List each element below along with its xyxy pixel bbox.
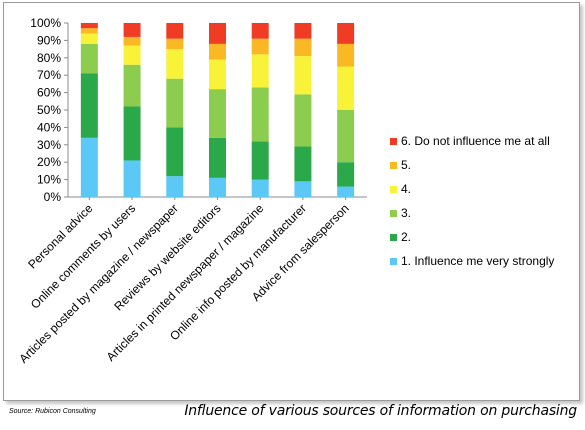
stacked-bar-chart: 0%10%20%30%40%50%60%70%80%90%100%Persona… xyxy=(16,16,554,366)
y-tick-label: 40% xyxy=(37,120,61,134)
bar-segment xyxy=(337,66,355,110)
bar-segment xyxy=(80,23,98,29)
bar-segment xyxy=(166,127,184,177)
bar-segment xyxy=(337,110,355,163)
bar-segment xyxy=(166,23,184,39)
bar-segment xyxy=(166,49,184,79)
legend-swatch xyxy=(390,234,397,241)
bar-segment xyxy=(251,87,269,142)
y-tick-label: 60% xyxy=(37,86,61,100)
bar-segment xyxy=(123,23,141,37)
bar-segment xyxy=(123,36,141,46)
bar-segment xyxy=(209,23,226,44)
bar-segment xyxy=(80,73,98,138)
y-tick-label: 70% xyxy=(37,68,61,82)
bar-segment xyxy=(251,141,269,180)
bar-segment xyxy=(123,160,141,197)
bar-segment xyxy=(294,146,312,182)
y-tick-label: 30% xyxy=(37,138,61,152)
chart-caption: Influence of various sources of informat… xyxy=(184,403,577,419)
bar-segment xyxy=(337,23,355,44)
bar-segment xyxy=(166,38,184,50)
bar-segment xyxy=(123,45,141,65)
legend-label: 4. xyxy=(401,182,411,196)
source-note: Source: Rubicon Consulting xyxy=(9,408,96,415)
y-tick-label: 100% xyxy=(30,16,61,30)
bar-segment xyxy=(209,43,226,60)
bar-segment xyxy=(251,54,269,88)
x-tick-label: Articles posted by magazine / newspaper xyxy=(16,201,181,366)
bar-segment xyxy=(123,106,141,161)
legend-swatch xyxy=(390,186,397,193)
bar-segment xyxy=(123,64,141,107)
bar-segment xyxy=(80,28,98,34)
legend-label: 3. xyxy=(401,206,411,220)
bar-segment xyxy=(80,43,98,74)
legend-label: 1. Influence me very strongly xyxy=(401,254,554,268)
bar-segment xyxy=(251,38,269,55)
y-tick-label: 10% xyxy=(37,173,61,187)
bar-segment xyxy=(209,89,226,138)
legend-swatch xyxy=(390,258,397,265)
legend-label: 2. xyxy=(401,230,411,244)
y-tick-label: 0% xyxy=(44,190,62,204)
y-tick-label: 20% xyxy=(37,155,61,169)
bar-segment xyxy=(294,94,312,147)
legend-label: 5. xyxy=(401,158,411,172)
bar-segment xyxy=(80,137,98,197)
bar-segment xyxy=(166,78,184,128)
chart-frame: 0% 10% 20% 30% 40% 50% 60% 70% 80% 90% 100% Persona… xyxy=(3,2,580,401)
bar-segment xyxy=(166,176,184,197)
bar-segment xyxy=(80,33,98,44)
bar-segment xyxy=(337,43,355,67)
bar-segment xyxy=(294,56,312,95)
legend-swatch xyxy=(390,210,397,217)
x-tick-label: Articles in printed newspaper / magazine xyxy=(104,201,267,364)
y-tick-label: 50% xyxy=(37,103,61,117)
bar-segment xyxy=(251,179,269,197)
bar-segment xyxy=(209,177,226,197)
bar-segment xyxy=(294,23,312,39)
legend-label: 6. Do not influence me at all xyxy=(401,134,550,148)
y-tick-label: 90% xyxy=(37,33,61,47)
bar-segment xyxy=(337,162,355,187)
bar-segment xyxy=(209,59,226,90)
bar-segment xyxy=(294,38,312,57)
bar-segment xyxy=(294,181,312,197)
bar-segment xyxy=(251,23,269,39)
y-tick-label: 80% xyxy=(37,51,61,65)
bar-segment xyxy=(209,137,226,178)
legend-swatch xyxy=(390,162,397,169)
bar-segment xyxy=(337,186,355,197)
legend-swatch xyxy=(390,138,397,145)
